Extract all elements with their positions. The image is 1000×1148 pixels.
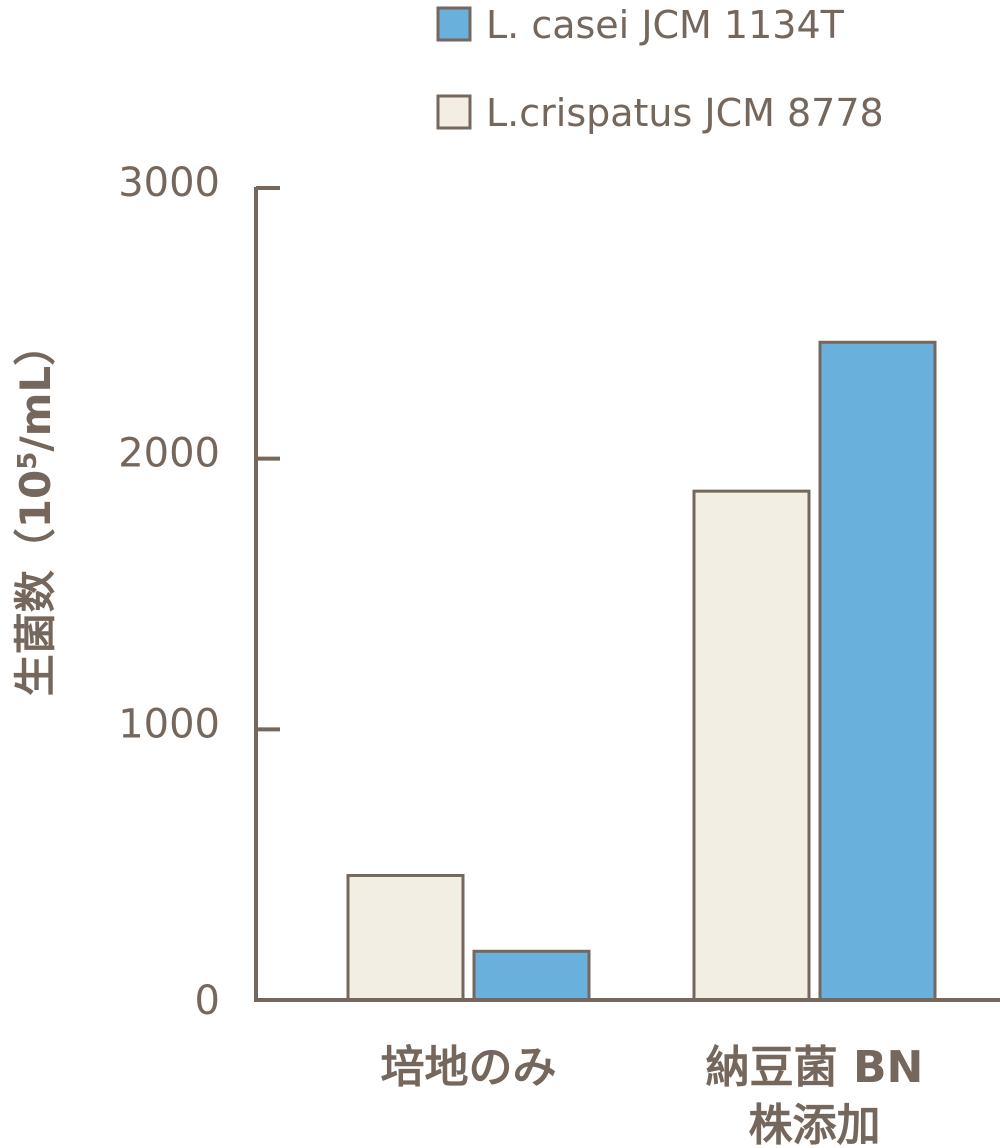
bar-crispatus-0 bbox=[346, 873, 465, 1002]
legend-swatch bbox=[436, 94, 472, 130]
y-tick-label: 1000 bbox=[118, 701, 220, 747]
x-tick-label: 培地のみ bbox=[381, 1042, 557, 1093]
bar-casei-0 bbox=[472, 949, 591, 1002]
x-tick-label: 株添加 bbox=[749, 1100, 881, 1148]
x-tick-label: 納豆菌 BN bbox=[706, 1042, 924, 1093]
legend-swatch bbox=[436, 6, 472, 42]
legend-label: L. casei JCM 1134T bbox=[486, 3, 845, 47]
legend-label: L.crispatus JCM 8778 bbox=[486, 91, 884, 135]
bar-crispatus-1 bbox=[692, 489, 811, 1002]
y-tick-label: 3000 bbox=[118, 160, 220, 206]
y-axis-title: 生菌数（105/mL） bbox=[11, 324, 60, 696]
bar-casei-1 bbox=[818, 340, 937, 1002]
legend: L. casei JCM 1134T L.crispatus JCM 8778 bbox=[436, 3, 884, 135]
y-tick-label: 2000 bbox=[118, 431, 220, 477]
y-tick-label: 0 bbox=[195, 978, 220, 1024]
